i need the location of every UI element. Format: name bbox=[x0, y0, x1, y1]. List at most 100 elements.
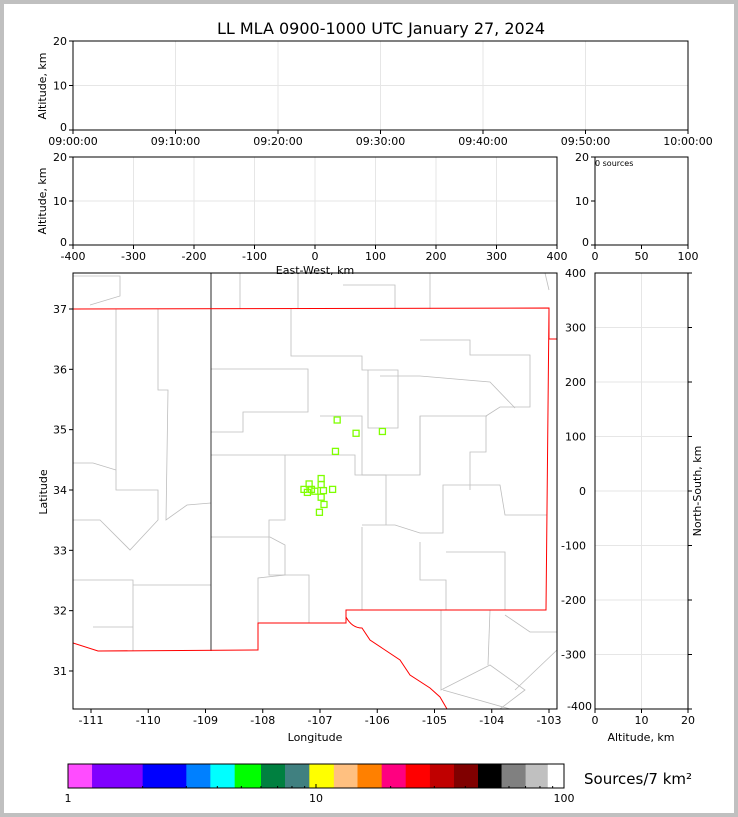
colorbar-segment bbox=[68, 764, 93, 788]
map-x-tick-label: -106 bbox=[365, 714, 390, 727]
ns-panel-y-tick-label: 300 bbox=[565, 322, 586, 335]
source-marker bbox=[378, 427, 387, 436]
county-boundary bbox=[514, 649, 557, 691]
county-boundary bbox=[420, 339, 531, 490]
colorbar-tick-label: 1 bbox=[65, 792, 72, 805]
hist-panel-y-tick-label: 10 bbox=[575, 195, 589, 208]
colorbar-tick-label: 100 bbox=[554, 792, 575, 805]
map-xlabel: Longitude bbox=[288, 731, 343, 744]
ew-panel-x-tick-label: -400 bbox=[61, 250, 86, 263]
ns-panel-y-tick-label: 100 bbox=[565, 431, 586, 444]
county-boundary bbox=[290, 309, 399, 429]
ew-panel-x-tick-label: -200 bbox=[182, 250, 207, 263]
county-boundary bbox=[419, 542, 506, 611]
hist-annotation: 0 sources bbox=[595, 159, 633, 168]
ew-panel-y-tick-label: 0 bbox=[60, 236, 67, 249]
ew-panel-y-tick-label: 20 bbox=[53, 151, 67, 164]
ns-panel-ylabel: North-South, km bbox=[691, 446, 704, 537]
colorbar-segment bbox=[234, 764, 262, 788]
colorbar-segment bbox=[405, 764, 431, 788]
map-x-tick-label: -103 bbox=[537, 714, 562, 727]
ns-panel-xlabel: Altitude, km bbox=[607, 731, 674, 744]
colorbar-segment bbox=[186, 764, 211, 788]
ns-panel-x-tick-label: 10 bbox=[635, 714, 649, 727]
map-ylabel: Latitude bbox=[37, 469, 50, 515]
time-panel-x-tick-label: 09:20:00 bbox=[253, 135, 302, 148]
colorbar-segment bbox=[333, 764, 358, 788]
county-boundary bbox=[343, 284, 396, 309]
county-boundary bbox=[440, 610, 526, 709]
county-boundary bbox=[442, 689, 511, 709]
county-boundary bbox=[362, 484, 547, 534]
county-boundary bbox=[211, 415, 487, 476]
source-marker bbox=[320, 500, 328, 509]
county-boundary bbox=[504, 614, 557, 633]
figure: LL MLA 0900-1000 UTC January 27, 2024 09… bbox=[4, 4, 734, 813]
colorbar-segment bbox=[285, 764, 310, 788]
county-boundary bbox=[380, 375, 516, 409]
time-panel-x-tick-label: 09:10:00 bbox=[151, 135, 200, 148]
state-boundary-new-mexico bbox=[73, 307, 557, 709]
colorbar-tick-label: 10 bbox=[309, 792, 323, 805]
source-marker bbox=[315, 508, 324, 516]
colorbar-segment bbox=[381, 764, 407, 788]
hist-panel-y-tick-label: 20 bbox=[575, 151, 589, 164]
map-y-tick-label: 31 bbox=[53, 665, 67, 678]
ns-panel-y-tick-label: -400 bbox=[567, 700, 592, 713]
colorbar-segment bbox=[547, 764, 565, 788]
time-panel-x-tick-label: 10:00:00 bbox=[663, 135, 712, 148]
ns-panel-y-tick-label: 400 bbox=[565, 267, 586, 280]
time-panel-x-tick-label: 09:00:00 bbox=[48, 135, 97, 148]
map-y-tick-label: 37 bbox=[53, 303, 67, 316]
ew-panel-x-tick-label: 0 bbox=[312, 250, 319, 263]
county-boundary bbox=[157, 309, 212, 521]
ns-panel-y-tick-label: -200 bbox=[561, 594, 586, 607]
county-boundary bbox=[320, 415, 387, 525]
colorbar-segment bbox=[260, 764, 286, 788]
ns-panel-y-tick-label: 200 bbox=[565, 376, 586, 389]
colorbar-label: Sources/7 km² bbox=[584, 770, 692, 788]
colorbar-segment bbox=[92, 764, 144, 788]
hist-panel-x-tick-label: 100 bbox=[678, 250, 699, 263]
map-y-tick-label: 35 bbox=[53, 424, 67, 437]
ew-panel-x-tick-label: 200 bbox=[426, 250, 447, 263]
colorbar-segment bbox=[210, 764, 236, 788]
colorbar-segment bbox=[142, 764, 187, 788]
ew-panel-x-tick-label: 100 bbox=[365, 250, 386, 263]
county-boundary bbox=[544, 273, 550, 291]
county-boundary bbox=[487, 609, 491, 666]
map-layer bbox=[73, 273, 557, 709]
county-boundary bbox=[268, 455, 310, 623]
time-panel-y-tick-label: 10 bbox=[53, 80, 67, 93]
ew-panel-x-tick-label: -100 bbox=[242, 250, 267, 263]
time-panel-x-tick-label: 09:50:00 bbox=[561, 135, 610, 148]
ew-panel-xlabel: East-West, km bbox=[276, 264, 354, 277]
time-panel-ylabel: Altitude, km bbox=[36, 52, 49, 119]
map-x-tick-label: -104 bbox=[479, 714, 504, 727]
colorbar-segment bbox=[309, 764, 335, 788]
county-boundary bbox=[73, 579, 134, 651]
hist-panel-x-tick-label: 0 bbox=[592, 250, 599, 263]
time-panel-y-tick-label: 20 bbox=[53, 35, 67, 48]
time-panel-y-tick-label: 0 bbox=[60, 121, 67, 134]
source-marker bbox=[352, 429, 360, 437]
map-y-tick-label: 36 bbox=[53, 363, 67, 376]
ew-panel-y-tick-label: 10 bbox=[53, 195, 67, 208]
map-y-tick-label: 33 bbox=[53, 544, 67, 557]
map-x-tick-label: -107 bbox=[308, 714, 333, 727]
source-marker bbox=[317, 474, 325, 483]
source-marker bbox=[333, 416, 341, 424]
figure-canvas: LL MLA 0900-1000 UTC January 27, 2024 09… bbox=[36, 19, 713, 805]
colorbar-segment bbox=[477, 764, 503, 788]
colorbar-segment bbox=[525, 764, 549, 788]
ns-panel-y-tick-label: -300 bbox=[561, 649, 586, 662]
county-boundary bbox=[73, 309, 159, 551]
county-boundary bbox=[73, 275, 121, 306]
source-marker bbox=[328, 485, 337, 494]
ns-panel-y-tick-label: 0 bbox=[579, 485, 586, 498]
source-marker bbox=[311, 487, 319, 495]
ns-panel-x-tick-label: 20 bbox=[681, 714, 695, 727]
source-marker bbox=[319, 486, 328, 495]
map-y-tick-label: 34 bbox=[53, 484, 67, 497]
time-panel-x-tick-label: 09:40:00 bbox=[458, 135, 507, 148]
